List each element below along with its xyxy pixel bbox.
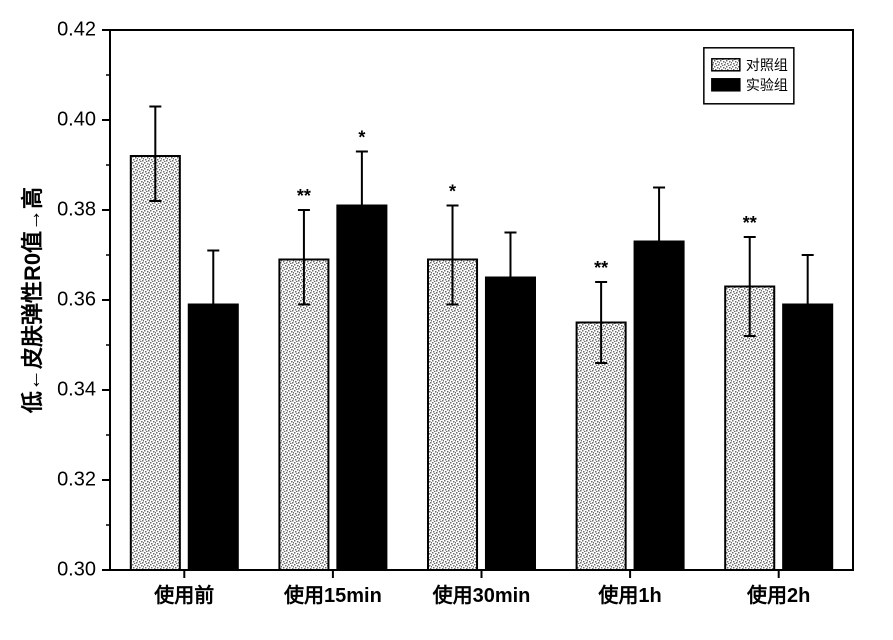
svg-text:0.40: 0.40 (57, 108, 96, 130)
svg-text:0.32: 0.32 (57, 468, 96, 490)
bar (635, 242, 684, 571)
svg-text:使用30min: 使用30min (432, 583, 531, 607)
legend-label: 对照组 (746, 57, 788, 73)
significance-marker: ** (297, 186, 311, 206)
bar-chart: 0.30 0.32 0.34 0.36 0.38 0.40 0.42 低←皮肤弹性R0值→高使… (0, 0, 893, 640)
svg-text:0.36: 0.36 (57, 288, 96, 310)
legend-swatch (712, 59, 740, 71)
bar (189, 305, 238, 571)
svg-text:使用15min: 使用15min (283, 583, 382, 607)
svg-text:0.30: 0.30 (57, 558, 96, 580)
significance-marker: * (358, 128, 365, 148)
svg-text:0.38: 0.38 (57, 198, 96, 220)
bar (783, 305, 832, 571)
legend-swatch (712, 79, 740, 91)
svg-text:0.42: 0.42 (57, 18, 96, 40)
bar (428, 260, 477, 571)
significance-marker: ** (594, 258, 608, 278)
svg-text:使用1h: 使用1h (597, 583, 661, 607)
bar (279, 260, 328, 571)
bar (486, 278, 535, 571)
bar (131, 156, 180, 570)
svg-text:低←皮肤弹性R0值→高: 低←皮肤弹性R0值→高 (20, 187, 45, 414)
significance-marker: * (449, 182, 456, 202)
significance-marker: ** (743, 213, 757, 233)
svg-text:0.34: 0.34 (57, 378, 96, 400)
svg-text:使用2h: 使用2h (746, 583, 810, 607)
svg-text:使用前: 使用前 (153, 583, 214, 607)
legend-label: 实验组 (746, 77, 788, 93)
bar (337, 206, 386, 571)
